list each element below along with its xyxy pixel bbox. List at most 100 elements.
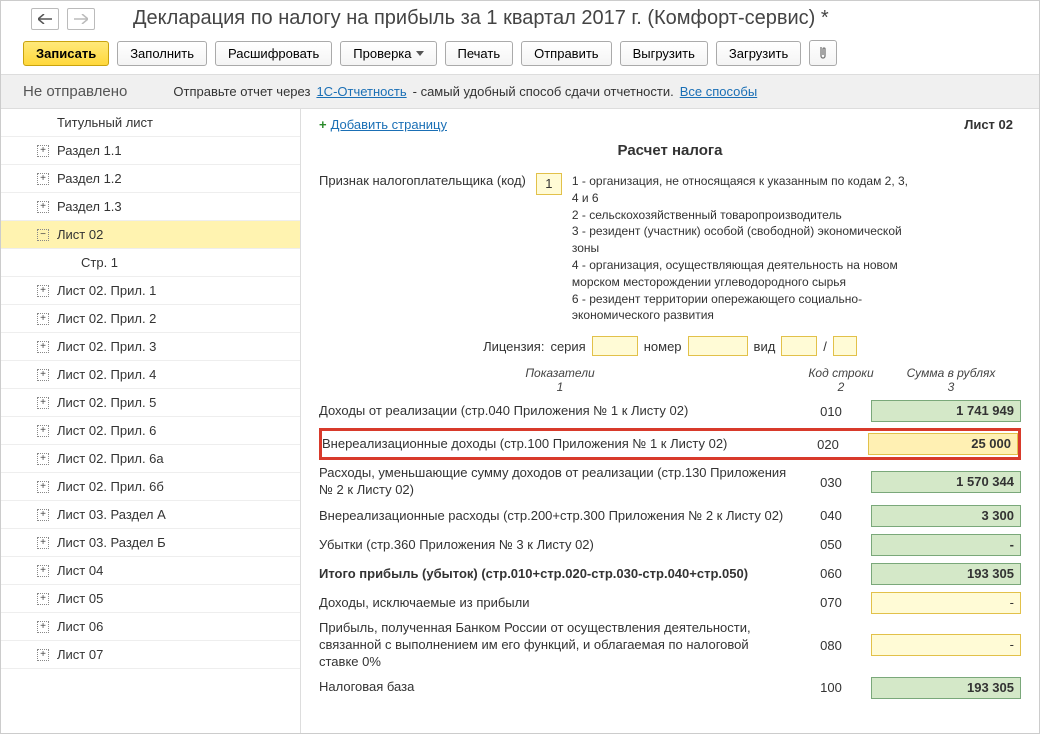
- expand-icon[interactable]: +: [37, 313, 49, 325]
- expand-icon[interactable]: +: [37, 481, 49, 493]
- collapse-icon[interactable]: −: [37, 229, 49, 241]
- taxpayer-code-input[interactable]: 1: [536, 173, 562, 195]
- tree-item-label: Лист 04: [57, 563, 103, 578]
- row-value-input[interactable]: 193 305: [871, 563, 1021, 585]
- data-row: Налоговая база100193 305: [319, 676, 1021, 700]
- license-extra-input[interactable]: [833, 336, 857, 356]
- toolbar: Записать Заполнить Расшифровать Проверка…: [1, 34, 1039, 74]
- tree-item-label: Лист 02: [57, 227, 103, 242]
- tree-item[interactable]: Титульный лист: [1, 109, 300, 137]
- tree-item[interactable]: + Лист 06: [1, 613, 300, 641]
- export-button[interactable]: Выгрузить: [620, 41, 708, 66]
- tree-item-label: Лист 02. Прил. 2: [57, 311, 156, 326]
- expand-icon[interactable]: +: [37, 453, 49, 465]
- attach-button[interactable]: [809, 40, 837, 66]
- sheet-label: Лист 02: [964, 117, 1013, 132]
- row-value-input[interactable]: 193 305: [871, 677, 1021, 699]
- status-link-1c[interactable]: 1С-Отчетность: [316, 84, 406, 99]
- tree-item[interactable]: + Лист 02. Прил. 5: [1, 389, 300, 417]
- tree-item[interactable]: −Лист 02: [1, 221, 300, 249]
- status-mid: - самый удобный способ сдачи отчетности.: [413, 84, 674, 99]
- row-label: Расходы, уменьшающие сумму доходов от ре…: [319, 465, 801, 499]
- status-link-all[interactable]: Все способы: [680, 84, 757, 99]
- import-button[interactable]: Загрузить: [716, 41, 801, 66]
- tree-item[interactable]: + Лист 02. Прил. 2: [1, 305, 300, 333]
- add-page-link[interactable]: +Добавить страницу: [319, 117, 447, 132]
- tree-item-label: Лист 02. Прил. 4: [57, 367, 156, 382]
- expand-icon[interactable]: +: [37, 621, 49, 633]
- tree-item-label: Раздел 1.3: [57, 199, 122, 214]
- write-button[interactable]: Записать: [23, 41, 109, 66]
- license-type-input[interactable]: [781, 336, 817, 356]
- tree-item-label: Лист 03. Раздел А: [57, 507, 166, 522]
- tree-item-label: Лист 07: [57, 647, 103, 662]
- status-state: Не отправлено: [23, 83, 127, 100]
- expand-icon[interactable]: +: [37, 537, 49, 549]
- expand-icon[interactable]: +: [37, 509, 49, 521]
- tree-item-label: Титульный лист: [57, 115, 153, 130]
- row-code: 080: [801, 638, 861, 653]
- tree-item[interactable]: + Лист 02. Прил. 1: [1, 277, 300, 305]
- expand-icon[interactable]: +: [37, 593, 49, 605]
- row-label: Прибыль, полученная Банком России от осу…: [319, 620, 801, 671]
- tree-item[interactable]: +Лист 02. Прил. 3: [1, 333, 300, 361]
- data-row: Прибыль, полученная Банком России от осу…: [319, 620, 1021, 671]
- expand-icon[interactable]: +: [37, 565, 49, 577]
- tree-item-label: Лист 05: [57, 591, 103, 606]
- row-code: 040: [801, 508, 861, 523]
- tree-item[interactable]: + Лист 02. Прил. 4: [1, 361, 300, 389]
- fill-button[interactable]: Заполнить: [117, 41, 207, 66]
- tree-item-label: Лист 06: [57, 619, 103, 634]
- page-title: Декларация по налогу на прибыль за 1 ква…: [133, 7, 829, 30]
- print-button[interactable]: Печать: [445, 41, 514, 66]
- check-button[interactable]: Проверка: [340, 41, 436, 66]
- plus-icon: +: [319, 117, 327, 132]
- row-value-input[interactable]: 3 300: [871, 505, 1021, 527]
- tree-item-label: Лист 02. Прил. 5: [57, 395, 156, 410]
- send-button[interactable]: Отправить: [521, 41, 611, 66]
- tree-item[interactable]: + Лист 02. Прил. 6б: [1, 473, 300, 501]
- tree-item[interactable]: + Раздел 1.3: [1, 193, 300, 221]
- tree-item[interactable]: +Лист 02. Прил. 6а: [1, 445, 300, 473]
- expand-icon[interactable]: +: [37, 369, 49, 381]
- expand-icon[interactable]: +: [37, 341, 49, 353]
- license-label: Лицензия:: [483, 339, 544, 354]
- tree-item-label: Лист 02. Прил. 6б: [57, 479, 164, 494]
- expand-icon[interactable]: +: [37, 173, 49, 185]
- row-value-input[interactable]: 1 570 344: [871, 471, 1021, 493]
- code-note: 3 - резидент (участник) особой (свободно…: [572, 223, 912, 257]
- tree-item[interactable]: +Раздел 1.1: [1, 137, 300, 165]
- row-value-input[interactable]: 25 000: [868, 433, 1018, 455]
- license-series-input[interactable]: [592, 336, 638, 356]
- expand-icon[interactable]: +: [37, 145, 49, 157]
- col-header-indicator: Показатели1: [319, 366, 801, 394]
- tree-item[interactable]: + Лист 03. Раздел А: [1, 501, 300, 529]
- expand-icon[interactable]: +: [37, 649, 49, 661]
- tree-item[interactable]: Стр. 1: [1, 249, 300, 277]
- row-value-input[interactable]: -: [871, 634, 1021, 656]
- expand-icon[interactable]: +: [37, 397, 49, 409]
- tree-item-label: Лист 02. Прил. 1: [57, 283, 156, 298]
- expand-icon[interactable]: +: [37, 425, 49, 437]
- expand-icon[interactable]: +: [37, 201, 49, 213]
- row-code: 050: [801, 537, 861, 552]
- row-value-input[interactable]: -: [871, 534, 1021, 556]
- license-number-input[interactable]: [688, 336, 748, 356]
- tree-item[interactable]: + Лист 04: [1, 557, 300, 585]
- tree-item[interactable]: + Лист 05: [1, 585, 300, 613]
- row-label: Внереализационные расходы (стр.200+стр.3…: [319, 508, 801, 525]
- forward-button[interactable]: [67, 8, 95, 30]
- tree-item[interactable]: +Раздел 1.2: [1, 165, 300, 193]
- series-label: серия: [550, 339, 585, 354]
- expand-icon[interactable]: +: [37, 285, 49, 297]
- tree-item[interactable]: + Лист 07: [1, 641, 300, 669]
- data-row: Расходы, уменьшающие сумму доходов от ре…: [319, 465, 1021, 499]
- row-value-input[interactable]: -: [871, 592, 1021, 614]
- decrypt-button[interactable]: Расшифровать: [215, 41, 332, 66]
- row-value-input[interactable]: 1 741 949: [871, 400, 1021, 422]
- data-row: Внереализационные доходы (стр.100 Прилож…: [319, 428, 1021, 460]
- col-header-sum: Сумма в рублях3: [881, 366, 1021, 394]
- tree-item[interactable]: +Лист 03. Раздел Б: [1, 529, 300, 557]
- tree-item[interactable]: +Лист 02. Прил. 6: [1, 417, 300, 445]
- back-button[interactable]: [31, 8, 59, 30]
